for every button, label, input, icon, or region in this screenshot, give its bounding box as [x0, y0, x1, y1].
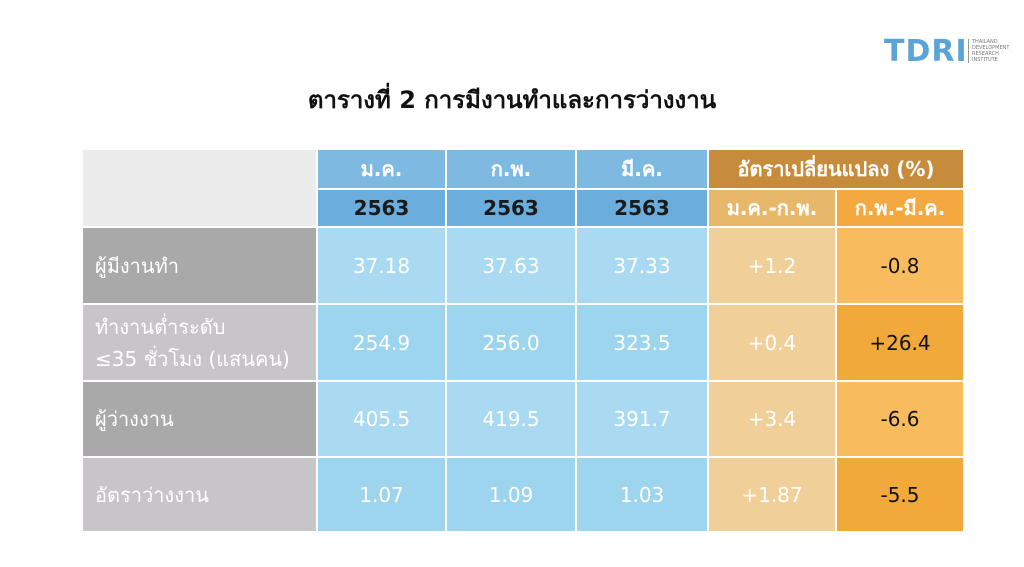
- data-cell: -0.8: [837, 228, 963, 303]
- logo-line: THAILAND: [972, 39, 998, 45]
- data-cell: 405.5: [318, 382, 445, 456]
- logo-mark: TDRI: [884, 34, 968, 69]
- row-label: ผู้ว่างงาน: [83, 382, 316, 456]
- data-cell: +26.4: [837, 305, 963, 380]
- data-cell: 37.18: [318, 228, 445, 303]
- data-cell: +0.4: [709, 305, 835, 380]
- data-cell: 323.5: [577, 305, 707, 380]
- data-cell: +1.87: [709, 458, 835, 531]
- year-header: 2563: [577, 190, 707, 226]
- data-cell: +1.2: [709, 228, 835, 303]
- logo-line: RESEARCH: [972, 51, 999, 57]
- title: ตารางที่ 2 การมีงานทำและการว่างงาน: [307, 86, 717, 114]
- year-header: 2563: [447, 190, 575, 226]
- row-label: อัตราว่างงาน: [83, 458, 316, 531]
- data-cell: 37.63: [447, 228, 575, 303]
- row-label: ทำงานต่ำระดับ ≤35 ชั่วโมง (แสนคน): [83, 305, 316, 380]
- data-cell: 391.7: [577, 382, 707, 456]
- change-header: อัตราเปลี่ยนแปลง (%): [709, 150, 963, 188]
- month-header: ม.ค.: [318, 150, 445, 188]
- change-col-header: ม.ค.-ก.พ.: [709, 190, 835, 226]
- data-cell: 254.9: [318, 305, 445, 380]
- corner-cell: [83, 150, 316, 226]
- row-label-line: ≤35 ชั่วโมง (แสนคน): [95, 346, 290, 371]
- row-label-line: อัตราว่างงาน: [95, 482, 209, 507]
- row-label-line: ทำงานต่ำระดับ: [95, 314, 226, 339]
- data-cell: 419.5: [447, 382, 575, 456]
- row-label-line: ผู้ว่างงาน: [95, 407, 174, 431]
- data-cell: 37.33: [577, 228, 707, 303]
- data-cell: 1.03: [577, 458, 707, 531]
- data-cell: 256.0: [447, 305, 575, 380]
- logo-line: INSTITUTE: [972, 57, 998, 63]
- year-header: 2563: [318, 190, 445, 226]
- data-cell: 1.09: [447, 458, 575, 531]
- data-cell: +3.4: [709, 382, 835, 456]
- data-cell: -5.5: [837, 458, 963, 531]
- row-label-line: ผู้มีงานทำ: [95, 253, 179, 278]
- month-header: มี.ค.: [577, 150, 707, 188]
- data-cell: -6.6: [837, 382, 963, 456]
- data-cell: 1.07: [318, 458, 445, 531]
- logo-text: THAILAND DEVELOPMENT RESEARCH INSTITUTE: [968, 39, 1009, 63]
- month-header: ก.พ.: [447, 150, 575, 188]
- row-label: ผู้มีงานทำ: [83, 228, 316, 303]
- logo-line: DEVELOPMENT: [972, 45, 1010, 51]
- change-col-header: ก.พ.-มี.ค.: [837, 190, 963, 226]
